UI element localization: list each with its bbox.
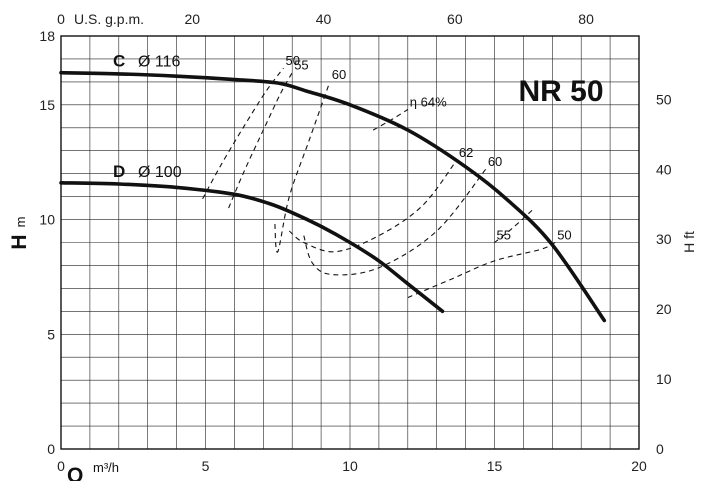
efficiency-curve-0 bbox=[202, 67, 284, 200]
x-tick-label: 0 bbox=[57, 458, 65, 474]
right-axis-tick-label: 30 bbox=[656, 231, 672, 247]
top-axis-tick-label: 40 bbox=[316, 11, 332, 27]
right-axis-tick-label: 20 bbox=[656, 301, 672, 317]
x-tick-label: 10 bbox=[342, 458, 358, 474]
performance-curves bbox=[59, 70, 607, 323]
curve-diameter-D: Ø 100 bbox=[138, 164, 182, 181]
top-axis-tick-label: 20 bbox=[184, 11, 200, 27]
y-tick-label: 10 bbox=[39, 212, 55, 228]
efficiency-label-4: η 64% bbox=[410, 94, 447, 109]
efficiency-label-7: 50 bbox=[557, 228, 571, 243]
performance-curve-C bbox=[59, 70, 607, 323]
right-axis-tick-label: 10 bbox=[656, 371, 672, 387]
curve-name-D: D bbox=[113, 162, 125, 181]
efficiency-curve-6 bbox=[494, 209, 533, 243]
efficiency-curve-7 bbox=[407, 242, 556, 299]
efficiency-curve-4 bbox=[372, 108, 409, 131]
x-tick-label: 20 bbox=[631, 458, 647, 474]
x-tick-label: 15 bbox=[487, 458, 503, 474]
top-axis-unit: U.S. g.p.m. bbox=[74, 11, 144, 27]
curve-name-C: C bbox=[113, 52, 125, 71]
y-axis-symbol: H bbox=[8, 234, 31, 249]
efficiency-label-5: 60 bbox=[488, 154, 502, 169]
efficiency-label-2: 60 bbox=[332, 67, 346, 82]
curve-diameter-C: Ø 116 bbox=[138, 54, 181, 71]
y-tick-label: 18 bbox=[39, 28, 55, 44]
right-axis-unit: H ft bbox=[681, 231, 697, 253]
plot-frame bbox=[60, 35, 640, 450]
efficiency-label-6: 55 bbox=[497, 228, 511, 243]
efficiency-label-0: 50 bbox=[286, 53, 300, 68]
efficiency-label-3: 62 bbox=[459, 145, 473, 160]
performance-curve-D bbox=[59, 181, 445, 314]
efficiency-curve-5 bbox=[303, 168, 487, 276]
y-tick-label: 5 bbox=[47, 326, 55, 342]
y-tick-label: 0 bbox=[47, 441, 55, 457]
right-axis-tick-label: 50 bbox=[656, 91, 672, 107]
x-axis-unit: m³/h bbox=[93, 460, 119, 475]
grid bbox=[60, 35, 640, 450]
y-tick-label: 15 bbox=[39, 97, 55, 113]
efficiency-label-1: 55 bbox=[294, 58, 308, 73]
y-axis-unit: m bbox=[13, 217, 28, 228]
top-axis-tick-label: 0 bbox=[57, 11, 65, 27]
right-axis-tick-label: 40 bbox=[656, 161, 672, 177]
efficiency-curve-1 bbox=[228, 72, 293, 209]
top-axis-tick-label: 80 bbox=[578, 11, 594, 27]
efficiency-curve-2 bbox=[274, 81, 331, 253]
x-axis-symbol: Q bbox=[67, 464, 83, 481]
x-tick-label: 5 bbox=[202, 458, 210, 474]
top-axis-tick-label: 60 bbox=[447, 11, 463, 27]
right-axis-tick-label: 0 bbox=[656, 441, 664, 457]
chart-title: NR 50 bbox=[518, 75, 603, 108]
